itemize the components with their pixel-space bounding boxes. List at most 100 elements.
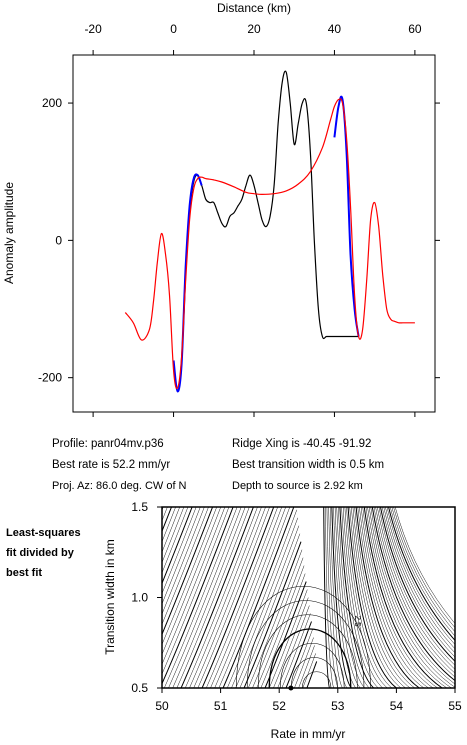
contour-line <box>162 507 201 605</box>
contour-line <box>306 661 318 688</box>
contour-line <box>346 507 393 688</box>
contour-value-label: 2.5 <box>353 615 362 627</box>
contour-line <box>344 507 388 688</box>
contour-line <box>260 573 306 688</box>
contour-line <box>193 507 266 688</box>
contour-line <box>362 507 439 688</box>
contour-line <box>377 507 455 670</box>
contour-line <box>375 507 455 674</box>
contour-line <box>162 507 205 615</box>
bottom-y-tick-label: 0.5 <box>131 681 148 695</box>
contour-line <box>394 507 455 624</box>
contour-line <box>370 507 455 685</box>
contour-line <box>227 509 298 688</box>
contour-line <box>393 507 455 628</box>
bottom-y-ticks: 0.5 1.0 1.5 <box>131 500 162 695</box>
contour-line <box>386 507 455 645</box>
contour-line <box>290 657 338 688</box>
top-y-tick-label: -200 <box>38 371 62 385</box>
contour-line <box>323 507 330 688</box>
contour-line <box>363 507 444 688</box>
contour-line <box>162 507 209 625</box>
contour-line <box>180 507 254 688</box>
contour-line <box>162 507 173 533</box>
contour-line <box>352 507 411 688</box>
contour-line <box>162 507 176 543</box>
proj-az-text: Proj. Az: 86.0 deg. CW of N <box>52 480 187 492</box>
contour-line <box>162 507 234 685</box>
contour-line <box>210 507 283 688</box>
contour-line <box>277 605 310 688</box>
top-x-tick-label: 20 <box>247 22 261 36</box>
contour-line <box>235 525 300 688</box>
contour-line <box>389 507 455 637</box>
best-fit-point <box>288 685 294 691</box>
top-series-group <box>124 70 415 393</box>
contour-line <box>359 507 430 688</box>
contour-line <box>378 507 455 666</box>
contour-line <box>367 507 452 688</box>
top-x-tick-label: 60 <box>408 22 422 36</box>
contour-lines <box>162 507 455 688</box>
contour-line <box>391 507 455 633</box>
contour-line <box>341 507 379 688</box>
contour-line <box>239 533 301 688</box>
bottom-x-tick-label: 51 <box>214 699 228 713</box>
side-note-line: fit divided by <box>6 547 74 559</box>
contour-line <box>383 507 455 654</box>
contour-line <box>172 507 246 688</box>
side-note-line: Least-squares <box>6 527 81 539</box>
anomaly-series-line <box>124 98 415 390</box>
contour-line <box>176 507 250 688</box>
side-note-line: best fit <box>6 567 43 579</box>
top-y-tick-label: 0 <box>55 233 62 247</box>
contour-line <box>214 507 286 688</box>
contour-line <box>162 507 168 522</box>
contour-line <box>201 507 275 688</box>
contour-line <box>385 507 455 650</box>
bottom-x-tick-label: 50 <box>155 699 169 713</box>
contour-line <box>164 507 238 688</box>
ridge-xing-text: Ridge Xing is -40.45 -91.92 <box>232 438 372 450</box>
contour-line <box>330 507 348 688</box>
best-transition-text: Best transition width is 0.5 km <box>232 459 385 471</box>
top-x-tick-label: -20 <box>84 22 102 36</box>
contour-line <box>256 565 305 688</box>
contour-line <box>380 507 455 662</box>
top-x-ticks: -20 0 20 40 60 <box>84 22 422 417</box>
contour-line <box>162 507 217 645</box>
depth-text: Depth to source is 2.92 km <box>232 480 363 492</box>
contour-line <box>365 507 448 688</box>
contour-line <box>185 507 258 688</box>
contour-line <box>333 507 357 688</box>
contour-line <box>347 507 398 688</box>
contour-line <box>189 507 262 688</box>
bottom-x-tick-label: 54 <box>390 699 404 713</box>
top-x-axis-label: Distance (km) <box>217 1 291 15</box>
contour-line <box>279 642 345 688</box>
contour-line <box>235 586 371 688</box>
bottom-x-axis-label: Rate in mm/yr <box>271 727 346 741</box>
contour-line <box>162 507 230 675</box>
contour-line <box>252 557 304 688</box>
contour-line <box>281 613 311 688</box>
contour-line <box>357 507 425 688</box>
contour-line <box>162 507 221 655</box>
contour-line <box>338 507 370 688</box>
contour-line <box>388 507 455 641</box>
contour-line <box>285 621 312 688</box>
contour-line <box>331 507 353 688</box>
anomaly-series-line <box>333 95 360 337</box>
contour-line <box>222 507 295 688</box>
top-y-axis-label: Anomaly amplitude <box>2 182 16 284</box>
contour-line <box>342 507 384 688</box>
bottom-y-axis-label: Transition width in km <box>103 539 117 655</box>
anomaly-series-line <box>173 70 359 393</box>
top-x-tick-label: 0 <box>170 22 177 36</box>
contour-line <box>162 507 185 564</box>
contour-line <box>162 507 214 636</box>
top-y-tick-label: 200 <box>42 96 62 110</box>
contour-line <box>371 507 455 682</box>
contour-line <box>162 507 193 585</box>
